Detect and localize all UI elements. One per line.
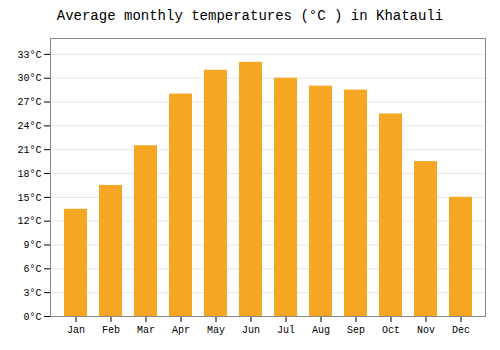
svg-text:15°C: 15°C [17, 193, 41, 204]
svg-text:9°C: 9°C [23, 240, 41, 251]
svg-text:Apr: Apr [172, 325, 190, 336]
svg-text:Jul: Jul [277, 325, 295, 336]
svg-text:12°C: 12°C [17, 216, 41, 227]
svg-text:Jun: Jun [242, 325, 260, 336]
svg-text:24°C: 24°C [17, 121, 41, 132]
svg-text:3°C: 3°C [23, 288, 41, 299]
svg-text:33°C: 33°C [17, 50, 41, 61]
svg-text:Dec: Dec [452, 325, 470, 336]
svg-text:Nov: Nov [417, 325, 435, 336]
svg-text:Feb: Feb [102, 325, 120, 336]
svg-text:18°C: 18°C [17, 169, 41, 180]
svg-text:30°C: 30°C [17, 73, 41, 84]
svg-text:0°C: 0°C [23, 312, 41, 323]
svg-text:21°C: 21°C [17, 145, 41, 156]
svg-text:Mar: Mar [137, 325, 155, 336]
svg-text:27°C: 27°C [17, 97, 41, 108]
svg-text:6°C: 6°C [23, 264, 41, 275]
html-text:Average monthly temperatures (: Average monthly temperatures (°C ) in Kh… [56, 8, 444, 24]
svg-text:Oct: Oct [382, 325, 400, 336]
svg-text:Sep: Sep [347, 325, 365, 336]
svg-text:Aug: Aug [312, 325, 330, 336]
svg-text:May: May [207, 325, 225, 336]
svg-text:Jan: Jan [67, 325, 85, 336]
